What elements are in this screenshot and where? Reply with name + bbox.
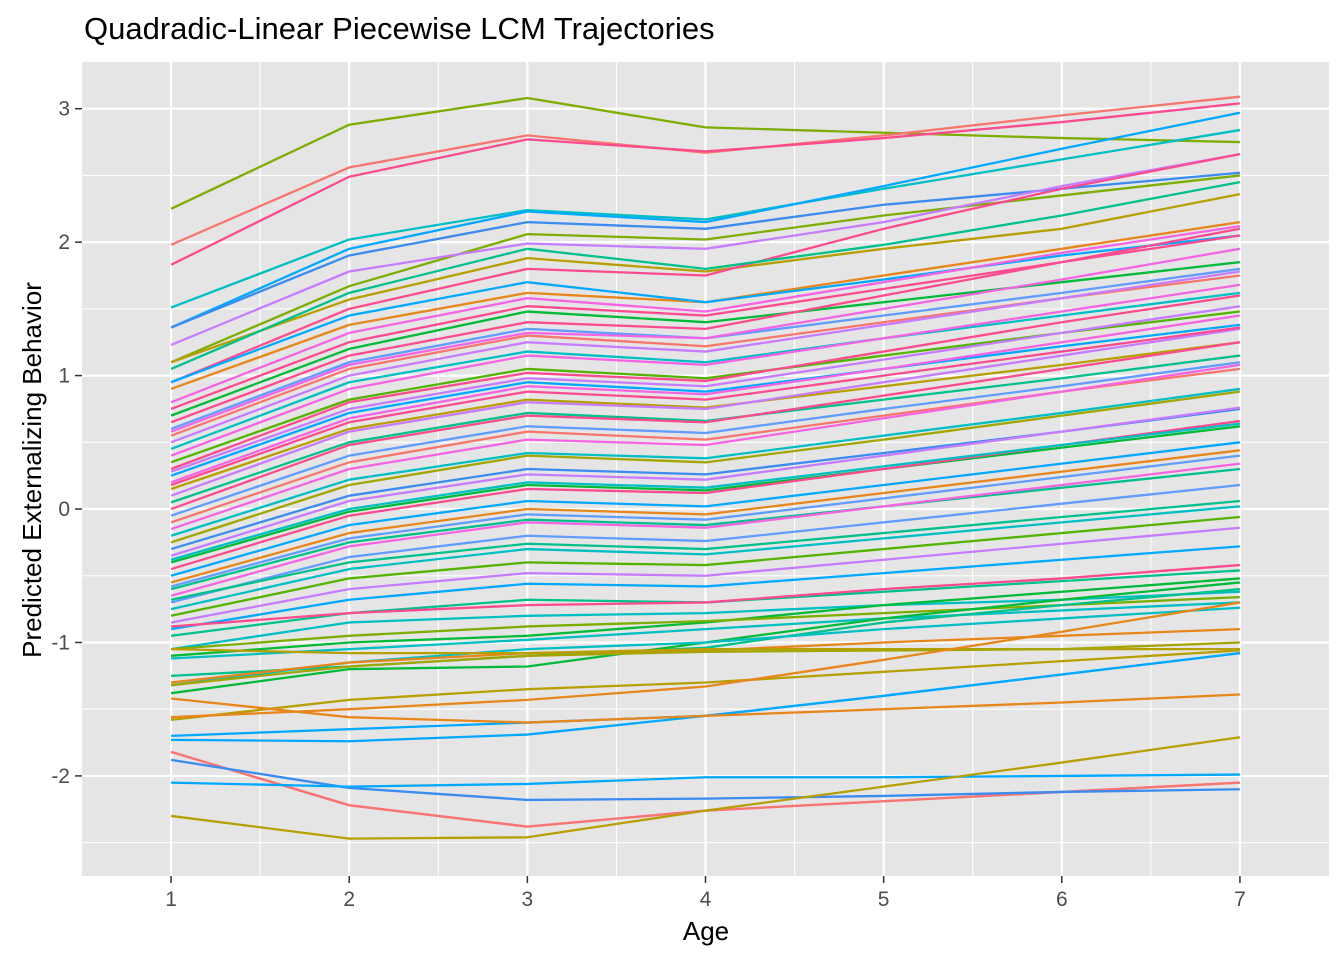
y-tick-label: -1 bbox=[51, 631, 70, 654]
series-line-32 bbox=[170, 363, 1241, 531]
series-line-27 bbox=[170, 327, 1241, 497]
series-line-41 bbox=[170, 467, 1241, 591]
series-line-75 bbox=[170, 454, 1241, 588]
series-line-23 bbox=[170, 294, 1241, 471]
series-line-49 bbox=[170, 563, 1241, 628]
series-line-67 bbox=[170, 758, 1240, 802]
x-axis-title: Age bbox=[683, 916, 729, 946]
y-axis-title: Predicted Externalizing Behavior bbox=[17, 282, 47, 658]
series-line-8 bbox=[170, 152, 1241, 346]
series-line-76 bbox=[170, 499, 1241, 601]
series-line-13 bbox=[170, 234, 1241, 384]
series-line-52 bbox=[171, 601, 1240, 660]
series-line-68 bbox=[171, 773, 1240, 788]
series-line-7 bbox=[170, 174, 1241, 364]
series-line-4 bbox=[170, 128, 1241, 309]
series-line-71 bbox=[170, 247, 1241, 433]
x-tick-label: 4 bbox=[700, 888, 712, 911]
x-axis: 1 2 3 4 5 6 7 bbox=[165, 876, 1246, 911]
series-line-57 bbox=[170, 627, 1240, 684]
series-line-60 bbox=[170, 649, 1240, 722]
series-line-30 bbox=[170, 361, 1241, 517]
series-line-59 bbox=[170, 641, 1240, 687]
series-line-46 bbox=[170, 526, 1241, 624]
y-tick-label: 1 bbox=[58, 365, 70, 388]
series-line-42 bbox=[170, 462, 1241, 597]
y-tick-label: 2 bbox=[58, 231, 70, 254]
series-line-24 bbox=[170, 323, 1241, 477]
series-line-64 bbox=[170, 693, 1240, 724]
y-tick-label: 3 bbox=[58, 98, 70, 121]
series-line-33 bbox=[170, 387, 1241, 537]
series-line-69 bbox=[170, 736, 1241, 840]
series-line-9 bbox=[170, 192, 1241, 364]
series-line-37 bbox=[170, 425, 1241, 564]
x-tick-label: 1 bbox=[165, 888, 177, 911]
series-line-36 bbox=[170, 406, 1241, 557]
series-line-70 bbox=[170, 227, 1241, 424]
series-line-1 bbox=[170, 96, 1240, 210]
series-line-15 bbox=[170, 261, 1241, 417]
x-tick-label: 3 bbox=[522, 888, 534, 911]
series-line-21 bbox=[170, 283, 1241, 457]
series-line-45 bbox=[170, 515, 1241, 617]
series-line-19 bbox=[170, 270, 1241, 444]
series-line-11 bbox=[170, 180, 1241, 370]
series-line-51 bbox=[170, 577, 1241, 657]
series-line-44 bbox=[170, 505, 1241, 611]
series-line-26 bbox=[170, 341, 1241, 491]
series-line-74 bbox=[170, 422, 1241, 561]
y-tick-label: -2 bbox=[51, 765, 70, 788]
series-line-73 bbox=[170, 326, 1241, 487]
chart-title: Quadradic-Linear Piecewise LCM Trajector… bbox=[84, 11, 715, 46]
x-tick-label: 7 bbox=[1234, 888, 1246, 911]
x-tick-label: 2 bbox=[343, 888, 355, 911]
series-line-2 bbox=[170, 95, 1241, 246]
series-line-29 bbox=[170, 341, 1241, 511]
y-tick-label: 0 bbox=[58, 498, 70, 521]
series-line-61 bbox=[171, 601, 1241, 719]
x-tick-label: 6 bbox=[1056, 888, 1068, 911]
series-line-40 bbox=[170, 449, 1241, 584]
series-lines bbox=[170, 95, 1241, 840]
series-line-72 bbox=[170, 305, 1241, 473]
series-line-20 bbox=[170, 291, 1241, 451]
series-line-34 bbox=[170, 390, 1241, 544]
series-line-47 bbox=[170, 545, 1241, 631]
series-line-14 bbox=[170, 224, 1241, 404]
x-tick-label: 5 bbox=[878, 888, 890, 911]
series-line-43 bbox=[170, 483, 1241, 604]
series-line-5 bbox=[170, 111, 1241, 329]
series-line-25 bbox=[170, 314, 1241, 484]
series-line-28 bbox=[170, 354, 1241, 504]
y-axis: -2 -1 0 1 2 3 bbox=[51, 98, 82, 788]
series-line-39 bbox=[170, 441, 1241, 577]
series-line-3 bbox=[170, 102, 1241, 266]
series-line-10 bbox=[170, 152, 1241, 384]
